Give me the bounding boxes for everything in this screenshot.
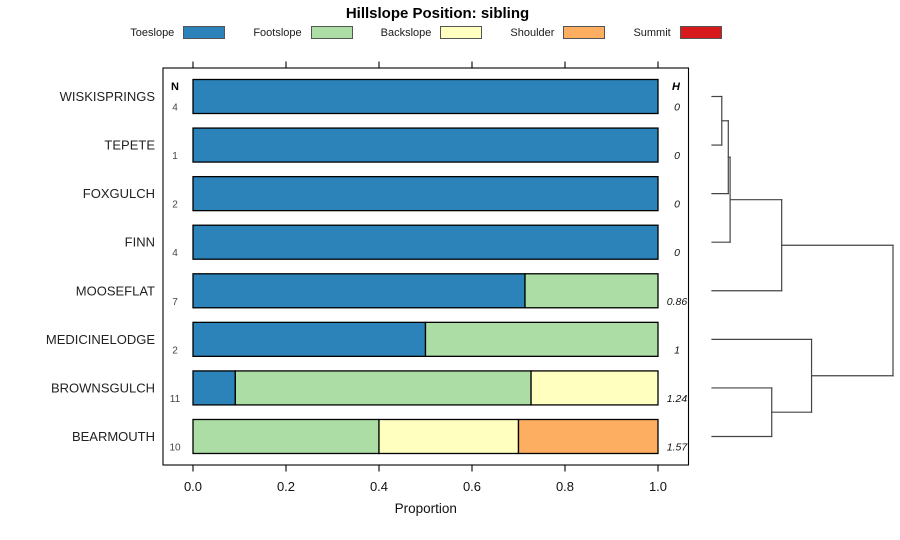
bar-segment-footslope bbox=[524, 273, 659, 309]
legend-item: Shoulder bbox=[510, 26, 606, 39]
x-axis-tick-label: 0.6 bbox=[463, 479, 481, 494]
legend-item: Summit bbox=[633, 26, 722, 39]
legend-label: Toeslope bbox=[130, 26, 175, 39]
site-label: TEPETE bbox=[104, 138, 155, 153]
bar-segment-shoulder bbox=[517, 418, 659, 455]
bar-segment-footslope bbox=[234, 370, 532, 406]
h-value: 1.24 bbox=[667, 393, 688, 405]
site-label: WISKISPRINGS bbox=[60, 89, 156, 104]
legend-swatch bbox=[183, 26, 226, 39]
h-value: 0 bbox=[674, 247, 680, 259]
x-axis-title: Proportion bbox=[395, 501, 457, 516]
n-value: 1 bbox=[172, 151, 178, 162]
legend-swatch bbox=[310, 26, 353, 39]
legend-swatch bbox=[563, 26, 606, 39]
bar-segment-toeslope bbox=[192, 273, 526, 309]
n-value: 2 bbox=[172, 200, 178, 211]
n-value: 10 bbox=[169, 442, 181, 453]
h-value: 0 bbox=[674, 102, 680, 114]
site-label: FOXGULCH bbox=[83, 186, 155, 201]
n-column-header: N bbox=[171, 81, 179, 93]
legend: Toeslope Footslope Backslope Shoulder Summit bbox=[0, 26, 852, 39]
bar-segment-toeslope bbox=[192, 321, 427, 358]
legend-item: Backslope bbox=[381, 26, 483, 39]
h-value: 0 bbox=[674, 150, 680, 162]
legend-item: Footslope bbox=[253, 26, 353, 39]
n-value: 2 bbox=[172, 345, 178, 356]
legend-item: Toeslope bbox=[130, 26, 226, 39]
x-axis-tick-label: 0.0 bbox=[184, 479, 202, 494]
n-value: 4 bbox=[172, 103, 178, 114]
site-label: BEARMOUTH bbox=[72, 429, 155, 444]
h-value: 0.86 bbox=[667, 296, 688, 308]
legend-label: Summit bbox=[633, 26, 671, 39]
n-value: 11 bbox=[170, 394, 181, 405]
n-value: 7 bbox=[172, 297, 178, 308]
h-value: 1.57 bbox=[667, 441, 689, 453]
chart-title: Hillslope Position: sibling bbox=[345, 5, 530, 22]
bar-segment-toeslope bbox=[192, 175, 659, 212]
site-label: BROWNSGULCH bbox=[51, 380, 155, 395]
h-value: 0 bbox=[674, 199, 680, 211]
h-column-header: H bbox=[672, 81, 681, 93]
site-label: MOOSEFLAT bbox=[76, 283, 155, 298]
x-axis-tick-label: 0.4 bbox=[370, 479, 388, 494]
x-axis-tick-label: 1.0 bbox=[649, 479, 667, 494]
legend-label: Backslope bbox=[380, 26, 432, 39]
bar-segment-toeslope bbox=[192, 127, 659, 163]
site-label: FINN bbox=[125, 235, 155, 250]
bar-segment-toeslope bbox=[192, 370, 236, 406]
legend-label: Footslope bbox=[253, 26, 302, 39]
site-label: MEDICINELODGE bbox=[46, 332, 155, 347]
x-axis-tick-label: 0.2 bbox=[277, 479, 295, 494]
bar-segment-footslope bbox=[424, 321, 659, 358]
h-value: 1 bbox=[674, 344, 680, 356]
plot-box bbox=[162, 67, 690, 466]
x-axis-tick-label: 0.8 bbox=[556, 479, 574, 494]
n-value: 4 bbox=[172, 248, 178, 259]
bar-segment-footslope bbox=[192, 418, 380, 455]
bar-segment-toeslope bbox=[192, 78, 659, 115]
legend-swatch bbox=[440, 26, 483, 39]
bar-segment-backslope bbox=[378, 418, 520, 455]
bar-segment-toeslope bbox=[192, 224, 659, 260]
legend-label: Shoulder bbox=[510, 26, 555, 39]
legend-swatch bbox=[679, 26, 722, 39]
bar-segment-backslope bbox=[530, 370, 659, 406]
